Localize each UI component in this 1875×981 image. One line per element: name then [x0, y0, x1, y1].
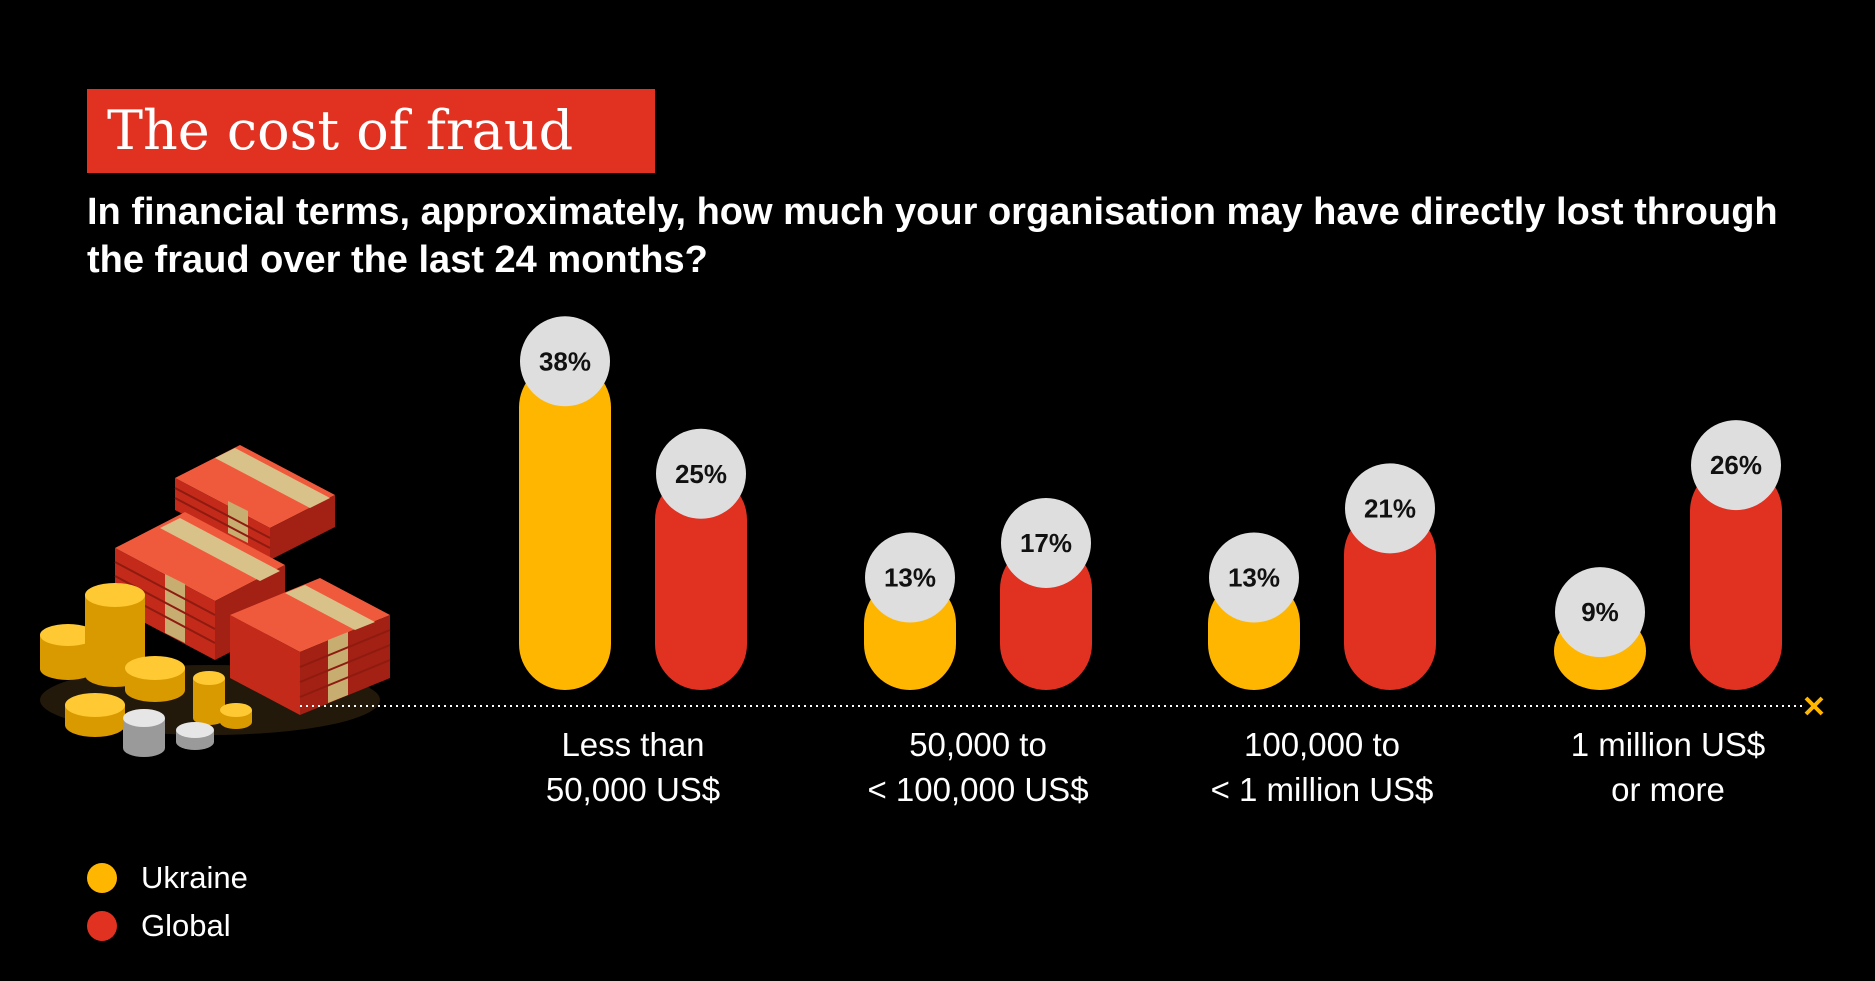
category-label-4-line-1: 1 million US$ [1571, 726, 1765, 763]
data-label-global-2: 17% [1020, 528, 1072, 558]
category-label-4-line-2: or more [1611, 771, 1725, 808]
data-label-ukraine-3: 13% [1228, 563, 1280, 593]
category-label-3-line-2: < 1 million US$ [1211, 771, 1434, 808]
data-label-bubble-global-3 [1345, 463, 1435, 554]
bar-ukraine-1 [519, 361, 611, 690]
category-label-3-line-1: 100,000 to [1244, 726, 1400, 763]
data-label-bubble-global-1 [656, 428, 746, 519]
data-label-ukraine-4: 9% [1581, 597, 1619, 627]
legend-item-global: Global [87, 902, 248, 950]
bar-global-3 [1344, 508, 1436, 690]
data-label-bubble-ukraine-1 [520, 316, 610, 407]
data-label-bubble-ukraine-2 [865, 532, 955, 623]
data-label-global-3: 21% [1364, 493, 1416, 523]
title-box: The cost of fraud [87, 89, 655, 173]
legend-swatch-global [87, 911, 117, 941]
legend-swatch-ukraine [87, 863, 117, 893]
axis-end-x-icon [1804, 696, 1824, 716]
chart-subtitle: In financial terms, approximately, how m… [87, 191, 1778, 281]
chart-title: The cost of fraud [107, 99, 574, 162]
legend-item-ukraine: Ukraine [87, 854, 248, 902]
legend: Ukraine Global [87, 854, 248, 950]
money-stack-icon [40, 445, 391, 757]
data-label-global-4: 26% [1710, 450, 1762, 480]
data-label-bubble-ukraine-4 [1555, 567, 1645, 658]
legend-label-global: Global [141, 908, 231, 943]
bar-global-1 [655, 473, 747, 690]
category-label-1-line-2: 50,000 US$ [546, 771, 720, 808]
data-label-ukraine-2: 13% [884, 563, 936, 593]
data-label-bubble-ukraine-3 [1209, 532, 1299, 623]
bar-global-4 [1690, 465, 1782, 690]
data-label-bubble-global-4 [1691, 420, 1781, 511]
data-label-global-1: 25% [675, 459, 727, 489]
legend-label-ukraine: Ukraine [141, 860, 248, 895]
data-label-bubble-global-2 [1001, 497, 1091, 588]
data-label-ukraine-1: 38% [539, 346, 591, 376]
category-label-2-line-1: 50,000 to [909, 726, 1047, 763]
category-label-2-line-2: < 100,000 US$ [867, 771, 1088, 808]
category-label-1-line-1: Less than [561, 726, 704, 763]
